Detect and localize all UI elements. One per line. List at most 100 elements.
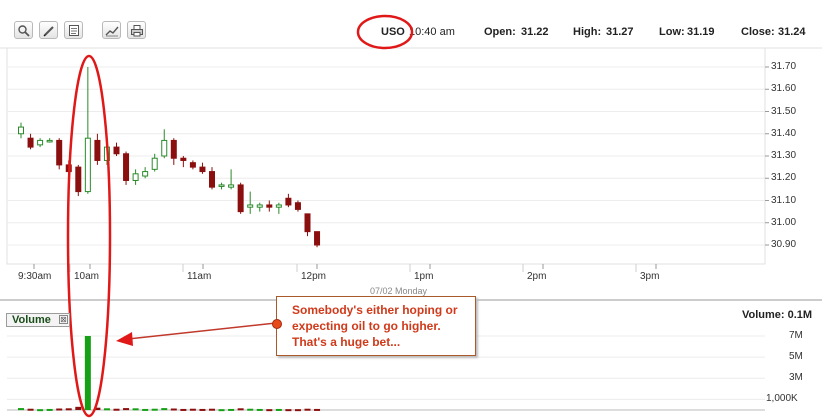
volume-bar xyxy=(285,409,292,412)
time-tick-label: 3pm xyxy=(640,271,660,282)
symbol-highlight-ellipse xyxy=(356,14,414,50)
candle xyxy=(27,133,34,150)
volume-bar xyxy=(142,408,149,411)
time-tick-label: 11am xyxy=(187,271,212,282)
candle xyxy=(228,169,235,190)
low-value: 31.19 xyxy=(687,26,715,38)
date-label: 07/02 Monday xyxy=(370,286,428,296)
print-button[interactable] xyxy=(127,21,146,39)
spike-highlight-ellipse xyxy=(66,54,112,418)
high-value: 31.27 xyxy=(606,26,634,38)
candle xyxy=(56,138,63,170)
volume-tick-label: 7M xyxy=(789,330,803,341)
price-tick-label: 31.10 xyxy=(771,194,797,206)
close-label: Close: xyxy=(741,26,775,38)
candle xyxy=(275,202,282,214)
chart-button[interactable] xyxy=(102,21,121,39)
price-tick-label: 31.40 xyxy=(771,127,797,139)
volume-bar xyxy=(18,408,24,411)
volume-tick-label: 3M xyxy=(789,372,803,384)
volume-bar xyxy=(37,409,44,412)
document-icon xyxy=(69,25,79,36)
candlestick-series xyxy=(18,67,321,248)
volume-bar xyxy=(228,408,235,411)
volume-bar xyxy=(218,409,225,412)
volume-bar xyxy=(170,408,177,411)
candle xyxy=(37,138,44,148)
quote-time: 10:40 am xyxy=(409,26,455,38)
volume-bar xyxy=(199,408,206,411)
volume-bar xyxy=(247,408,254,411)
volume-bar xyxy=(75,406,82,410)
annotation-arrow-line xyxy=(127,322,277,340)
callout-anchor-dot xyxy=(272,319,282,329)
high-label: High: xyxy=(573,26,602,38)
candle xyxy=(18,122,24,139)
volume-tick-label: 1,000K xyxy=(766,393,798,405)
candle xyxy=(161,129,168,159)
low-label: Low: xyxy=(659,26,685,38)
price-tick-label: 31.20 xyxy=(771,172,797,184)
volume-bar xyxy=(84,336,91,410)
time-tick-label: 2pm xyxy=(527,271,547,282)
volume-bar xyxy=(161,408,168,411)
candle xyxy=(304,213,311,237)
zoom-button[interactable] xyxy=(14,21,33,39)
time-tick-label: 12pm xyxy=(301,271,327,282)
candle xyxy=(170,138,177,165)
time-tick-label: 9:30am xyxy=(18,271,52,282)
draw-button[interactable] xyxy=(39,21,58,39)
notes-button[interactable] xyxy=(64,21,83,39)
candle xyxy=(75,164,82,197)
volume-bar xyxy=(189,408,196,411)
price-tick-label: 30.90 xyxy=(771,239,797,250)
printer-icon xyxy=(131,25,143,37)
price-tick-label: 31.30 xyxy=(771,150,797,161)
annotation-text: Somebody's either hoping or expecting oi… xyxy=(292,302,458,350)
volume-bar xyxy=(132,408,139,411)
candle xyxy=(132,169,139,185)
volume-bar xyxy=(56,408,63,411)
candle xyxy=(266,200,273,212)
magnifier-icon xyxy=(18,25,30,37)
candle xyxy=(189,160,196,170)
volume-bar xyxy=(94,407,101,410)
candle xyxy=(94,133,101,165)
volume-tab[interactable]: Volume ⊠ xyxy=(6,313,70,327)
volume-series xyxy=(18,336,321,412)
volume-bar xyxy=(275,408,282,411)
volume-close-icon[interactable]: ⊠ xyxy=(59,315,68,324)
annotation-arrowhead xyxy=(116,332,133,346)
volume-bar xyxy=(65,408,72,411)
volume-bar xyxy=(180,408,187,411)
annotation-line: Somebody's either hoping or xyxy=(292,303,458,317)
volume-tab-label: Volume xyxy=(12,314,51,326)
annotation-line: That's a huge bet... xyxy=(292,335,401,349)
candle xyxy=(84,67,91,194)
open-value: 31.22 xyxy=(521,26,549,38)
price-tick-label: 31.50 xyxy=(771,105,797,117)
volume-bar xyxy=(237,408,244,411)
candle xyxy=(209,167,215,190)
volume-bar xyxy=(294,409,301,412)
candle xyxy=(113,142,120,156)
candle xyxy=(247,191,254,214)
time-tick-label: 10am xyxy=(74,271,100,282)
volume-bar xyxy=(113,408,120,411)
candle xyxy=(314,231,321,248)
open-label: Open: xyxy=(484,26,516,38)
volume-bar xyxy=(256,408,263,411)
candle xyxy=(123,151,130,185)
candle xyxy=(237,182,244,214)
volume-bar xyxy=(266,409,273,412)
time-tick-label: 1pm xyxy=(414,271,434,282)
volume-bar xyxy=(151,408,158,411)
price-tick-label: 31.60 xyxy=(771,83,797,95)
volume-bar xyxy=(123,408,130,411)
price-tick-label: 31.70 xyxy=(771,61,797,72)
price-tick-label: 31.00 xyxy=(771,216,797,228)
chart-icon xyxy=(105,26,119,37)
candle xyxy=(218,182,225,190)
volume-bar xyxy=(46,408,53,411)
